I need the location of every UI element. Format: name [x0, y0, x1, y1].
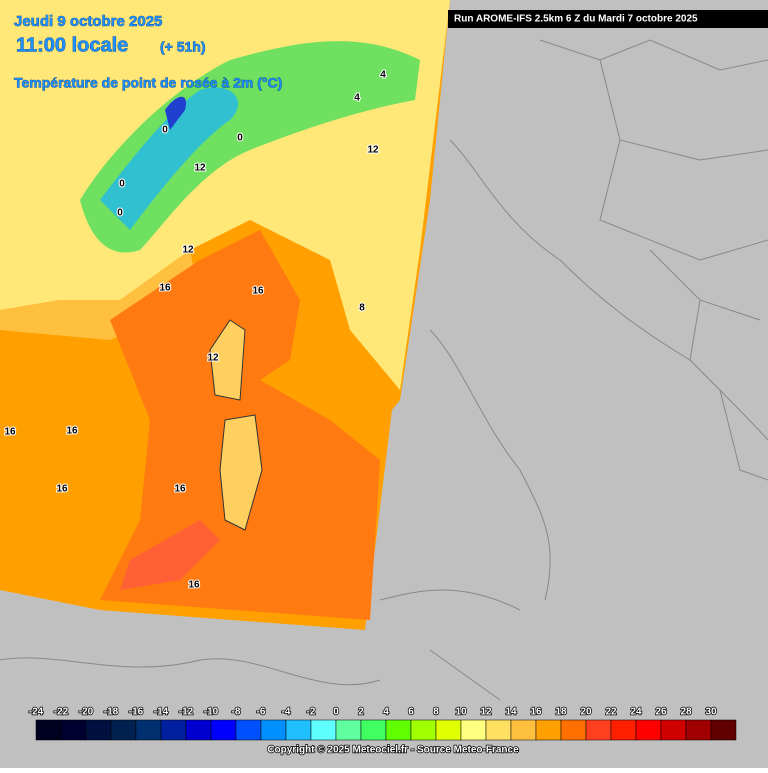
legend-tick-label: 10 [455, 707, 467, 718]
legend-tick-label: 2 [358, 707, 364, 718]
contour-label: 16 [252, 286, 264, 297]
alps-coldest [165, 96, 186, 130]
contour-label: 16 [174, 484, 186, 495]
legend-tick-label: 18 [555, 707, 567, 718]
legend-tick-label: -22 [54, 707, 69, 718]
legend-tick-label: -24 [29, 707, 44, 718]
legend-cell [260, 719, 287, 741]
legend-cell [235, 719, 262, 741]
legend-cell [385, 719, 412, 741]
contour-label: 0 [117, 208, 123, 219]
legend-cell [585, 719, 612, 741]
contour-label: 4 [354, 93, 360, 104]
legend-cell [335, 719, 362, 741]
contour-label: 4 [380, 70, 386, 81]
legend-cell [535, 719, 562, 741]
alps-green [80, 41, 420, 253]
contour-label: 12 [194, 163, 206, 174]
contour-label: 0 [162, 125, 168, 136]
legend-cell [560, 719, 587, 741]
lead: (+ 51h) [160, 39, 206, 55]
legend-tick-label: -12 [179, 707, 194, 718]
legend-tick-label: 6 [408, 707, 414, 718]
contour-label: 0 [237, 133, 243, 144]
legend-tick-label: -2 [307, 707, 316, 718]
contour-label: 16 [159, 283, 171, 294]
contour-label: 12 [207, 353, 219, 364]
legend-tick-label: 20 [580, 707, 592, 718]
legend-cell [610, 719, 637, 741]
legend-tick-label: -14 [154, 707, 169, 718]
legend-tick-label: -18 [104, 707, 119, 718]
legend-tick-label: 24 [630, 707, 642, 718]
legend-cell [460, 719, 487, 741]
legend-tick-label: 28 [680, 707, 692, 718]
legend-cell [660, 719, 687, 741]
legend-cell [310, 719, 337, 741]
legend-tick-label: -4 [282, 707, 291, 718]
legend-tick-label: 22 [605, 707, 617, 718]
legend-cell [110, 719, 137, 741]
legend-cell [210, 719, 237, 741]
legend-tick-label: 8 [433, 707, 439, 718]
legend-cell [160, 719, 187, 741]
legend-cell [60, 719, 87, 741]
legend-cell [285, 719, 312, 741]
legend-tick-label: 4 [383, 707, 389, 718]
legend-tick-label: 0 [333, 707, 339, 718]
legend-tick-label: -10 [204, 707, 219, 718]
legend-cell [685, 719, 712, 741]
contour-label: 12 [367, 145, 379, 156]
legend-tick-label: 14 [505, 707, 517, 718]
legend-tick-label: 26 [655, 707, 667, 718]
warm-patch [120, 520, 220, 590]
run-text: Run AROME-IFS 2.5km 6 Z du Mardi 7 octob… [454, 14, 698, 25]
alps-cold [100, 87, 239, 230]
legend-cell [435, 719, 462, 741]
legend-tick-label: 16 [530, 707, 542, 718]
legend-cell [135, 719, 162, 741]
contour-label: 8 [359, 303, 365, 314]
legend-cell [35, 719, 62, 741]
legend-tick-label: -8 [232, 707, 241, 718]
islands [209, 319, 263, 531]
contour-label: 16 [56, 484, 68, 495]
date: Jeudi 9 octobre 2025 [14, 13, 162, 30]
copyright: Copyright © 2025 Meteociel.fr - Source M… [267, 745, 519, 756]
legend-tick-label: 30 [705, 707, 717, 718]
variable: Température de point de rosée à 2m (°C) [14, 75, 282, 91]
legend-tick-label: 12 [480, 707, 492, 718]
legend-cell [85, 719, 112, 741]
legend-tick-label: -16 [129, 707, 144, 718]
contour-label: 12 [182, 245, 194, 256]
legend-cell [510, 719, 537, 741]
legend-cell [360, 719, 387, 741]
contour-label: 16 [188, 580, 200, 591]
contour-label: 16 [4, 427, 16, 438]
run-bar [448, 10, 768, 28]
legend-cell [635, 719, 662, 741]
legend-tick-label: -20 [79, 707, 94, 718]
borders [0, 39, 768, 701]
legend-cell [485, 719, 512, 741]
contour-label: 0 [119, 179, 125, 190]
legend-cell [185, 719, 212, 741]
legend-tick-label: -6 [257, 707, 266, 718]
contour-label: 16 [66, 426, 78, 437]
legend-cell [710, 719, 737, 741]
time: 11:00 locale [16, 34, 128, 56]
legend-cell [410, 719, 437, 741]
